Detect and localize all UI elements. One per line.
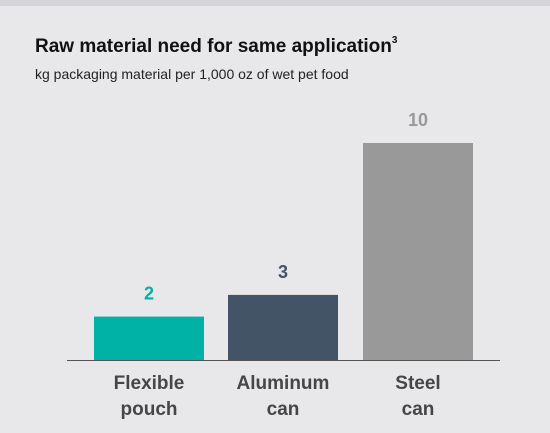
bar-2 xyxy=(228,294,338,360)
value-label-2: 3 xyxy=(278,262,288,282)
category-label-3-line-2: can xyxy=(402,399,435,420)
value-label-3: 10 xyxy=(408,110,428,130)
chart-title: Raw material need for same application3 xyxy=(35,34,398,58)
bar-1 xyxy=(94,316,204,360)
category-label-1-line-2: pouch xyxy=(121,399,178,420)
chart-subtitle: kg packaging material per 1,000 oz of we… xyxy=(35,66,349,82)
value-label-1: 2 xyxy=(144,284,154,304)
category-label-2-line-2: can xyxy=(267,399,300,420)
category-label-2-line-1: Aluminum xyxy=(237,373,330,394)
category-label-3-line-1: Steel xyxy=(395,373,440,394)
chart-title-text: Raw material need for same application xyxy=(35,36,392,57)
top-band xyxy=(0,0,550,6)
category-label-1-line-1: Flexible xyxy=(114,373,185,394)
bar-3 xyxy=(363,143,473,360)
footnote-marker: 3 xyxy=(391,34,398,46)
